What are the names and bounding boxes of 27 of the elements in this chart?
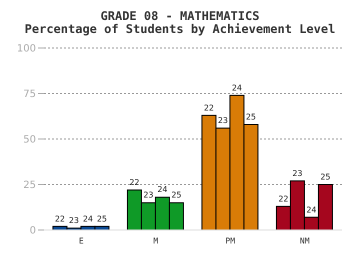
series-label: 22 xyxy=(54,214,66,224)
y-tick-label: 50 xyxy=(23,134,36,146)
y-tick-label: 25 xyxy=(23,180,36,192)
text: 23 xyxy=(218,116,228,126)
text: 23 xyxy=(143,190,154,200)
series-label: 24 xyxy=(82,214,94,224)
chart-title: GRADE 08 - MATHEMATICS xyxy=(100,9,260,23)
text: 24 xyxy=(157,185,168,194)
x-tick-label: E xyxy=(78,236,84,246)
y-tick-label: 100 xyxy=(16,44,36,55)
x-tick-label: M xyxy=(153,236,158,246)
text: 25 xyxy=(246,112,256,122)
y-tick-label: 0 xyxy=(30,226,36,237)
text: 24 xyxy=(232,83,242,92)
x-tick-label: NM xyxy=(300,236,310,246)
text: 22 xyxy=(204,103,214,112)
series-label: 23 xyxy=(68,216,80,226)
series-label: 25 xyxy=(96,214,108,224)
text: 25 xyxy=(171,190,182,200)
text: 22 xyxy=(278,194,289,204)
text: 25 xyxy=(320,172,331,182)
text: 22 xyxy=(129,178,140,187)
y-tick-label: 75 xyxy=(23,89,36,100)
chart-subtitle: Percentage of Students by Achievement Level xyxy=(24,22,336,36)
text: 24 xyxy=(306,205,317,214)
x-tick-label: PM xyxy=(225,236,236,246)
text: 23 xyxy=(292,168,303,178)
